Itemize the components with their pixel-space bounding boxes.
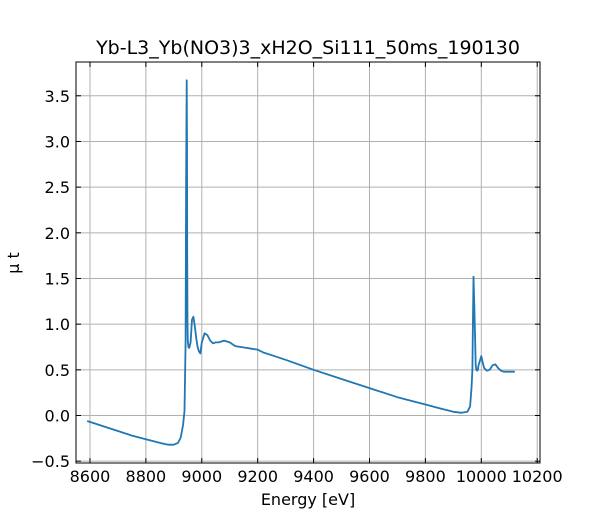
x-tick-label: 9800: [405, 467, 446, 486]
x-tick-label: 8800: [126, 467, 167, 486]
ticks: 8600 8800 9000 9200 9400 9600 9800 10000 10200 −0…: [31, 62, 563, 486]
x-tick-label: 8600: [70, 467, 111, 486]
y-tick-label: 1.0: [45, 315, 70, 334]
y-tick-label: 2.0: [45, 224, 70, 243]
x-tick-label: 9000: [181, 467, 222, 486]
y-tick-label: 3.0: [45, 132, 70, 151]
grid: [76, 62, 540, 463]
y-tick-label: 0.5: [45, 361, 70, 380]
x-tick-label: 10200: [512, 467, 563, 486]
y-tick-label: −0.5: [31, 452, 70, 471]
series-line: [86, 79, 515, 446]
x-tick-label: 10000: [456, 467, 507, 486]
chart-title: Yb-L3_Yb(NO3)3_xH2O_Si111_50ms_190130: [95, 37, 520, 59]
x-tick-label: 9600: [349, 467, 390, 486]
y-tick-label: 3.5: [45, 87, 70, 106]
y-tick-label: 2.5: [45, 178, 70, 197]
x-axis-label: Energy [eV]: [261, 490, 355, 509]
x-tick-label: 9200: [237, 467, 278, 486]
plot-frame: [75, 61, 541, 464]
y-tick-label: 1.5: [45, 269, 70, 288]
y-tick-label: 0.0: [45, 407, 70, 426]
x-tick-label: 9400: [293, 467, 334, 486]
plot-area: [86, 79, 515, 446]
y-axis-label: μ t: [4, 252, 23, 274]
